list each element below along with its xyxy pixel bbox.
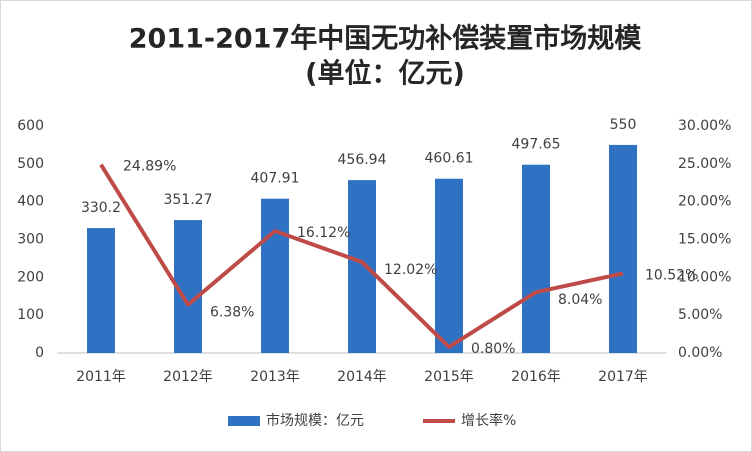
x-tick-label: 2011年 [76, 369, 126, 385]
data-label: 16.12% [297, 225, 350, 241]
y2-tick-label: 25.00% [678, 156, 731, 172]
bar [609, 144, 637, 353]
data-label: 407.91 [251, 171, 300, 187]
bar [522, 164, 550, 353]
bar [87, 228, 115, 353]
x-tick-label: 2014年 [337, 369, 387, 385]
x-tick-label: 2015年 [424, 369, 474, 385]
y2-tick-label: 5.00% [678, 307, 722, 323]
bar [435, 178, 463, 353]
x-tick-label: 2016年 [511, 369, 561, 385]
data-label: 24.89% [123, 159, 176, 175]
chart-title: 2011-2017年中国无功补偿装置市场规模 [129, 23, 642, 55]
x-tick-label: 2017年 [598, 369, 648, 385]
data-label: 460.61 [425, 151, 474, 167]
data-label: 8.04% [558, 292, 602, 308]
chart-title: (单位：亿元) [305, 58, 465, 90]
y-tick-label: 500 [17, 156, 44, 172]
y2-tick-label: 0.00% [678, 345, 722, 361]
y-tick-label: 400 [17, 194, 44, 210]
y-tick-label: 0 [35, 345, 44, 361]
y2-tick-label: 10.00% [678, 269, 731, 285]
x-tick-label: 2013年 [250, 369, 300, 385]
y2-tick-label: 20.00% [678, 194, 731, 210]
data-label: 550 [610, 117, 637, 133]
y-tick-label: 200 [17, 269, 44, 285]
legend-label: 市场规模：亿元 [266, 412, 364, 429]
bar [348, 180, 376, 353]
line [99, 163, 624, 349]
data-label: 12.02% [384, 262, 437, 278]
x-tick-label: 2012年 [163, 369, 213, 385]
y-tick-label: 300 [17, 232, 44, 248]
data-label: 330.2 [81, 200, 121, 216]
y-tick-label: 100 [17, 307, 44, 323]
data-label: 456.94 [338, 152, 387, 168]
data-label: 351.27 [164, 192, 213, 208]
y2-tick-label: 15.00% [678, 232, 731, 248]
y2-tick-label: 30.00% [678, 118, 731, 134]
y-tick-label: 600 [17, 118, 44, 134]
legend-label: 增长率% [461, 412, 516, 429]
data-label: 497.65 [512, 137, 561, 153]
bar [261, 198, 289, 353]
data-label: 0.80% [471, 341, 515, 357]
data-label: 10.52% [645, 267, 698, 283]
legend-swatch [228, 416, 260, 426]
data-label: 6.38% [210, 305, 254, 321]
